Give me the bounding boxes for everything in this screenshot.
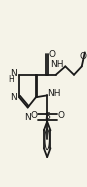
Text: N: N — [24, 113, 31, 122]
Text: NH: NH — [47, 89, 60, 98]
Text: N: N — [10, 69, 17, 78]
Text: N: N — [10, 93, 17, 102]
Text: H: H — [8, 75, 14, 84]
Text: S: S — [44, 112, 50, 121]
Text: O: O — [79, 52, 86, 61]
Text: O: O — [57, 111, 64, 120]
Text: O: O — [48, 50, 55, 59]
Text: O: O — [30, 111, 37, 120]
Text: NH: NH — [50, 60, 63, 69]
